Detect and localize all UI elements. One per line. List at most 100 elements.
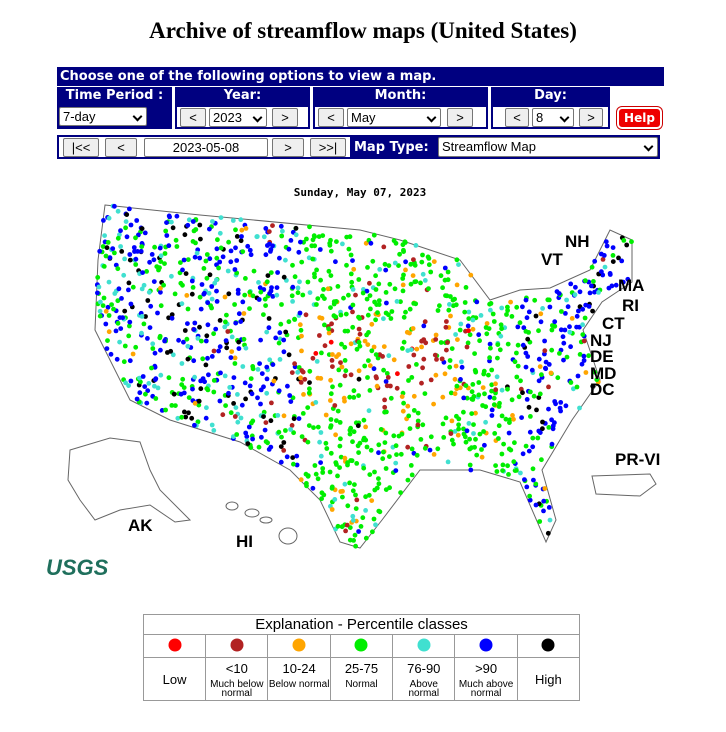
day-prev-button[interactable]: <: [505, 108, 529, 127]
gauge-dot: [438, 273, 444, 279]
gauge-dot: [426, 286, 431, 291]
gauge-dot: [331, 299, 337, 304]
last-button[interactable]: >>|: [310, 138, 346, 157]
gauge-dot: [302, 376, 308, 382]
prev-button[interactable]: <: [105, 138, 137, 157]
gauge-dot: [133, 256, 139, 262]
legend-label: 25-75: [344, 661, 379, 676]
gauge-dot: [587, 290, 593, 296]
month-next-button[interactable]: >: [447, 108, 473, 127]
gauge-dot: [496, 404, 502, 409]
gauge-dot: [319, 490, 325, 496]
year-prev-button[interactable]: <: [180, 108, 206, 127]
gauge-dot: [205, 322, 211, 328]
gauge-dot: [586, 353, 591, 359]
gauge-dot: [478, 313, 484, 318]
gauge-dot: [473, 369, 479, 374]
gauge-dot: [337, 465, 342, 470]
gauge-dot: [344, 522, 350, 528]
month-select[interactable]: May: [347, 108, 441, 127]
gauge-dot: [499, 387, 505, 393]
gauge-dot: [257, 285, 263, 291]
gauge-dot: [198, 306, 204, 312]
gauge-dot: [216, 265, 222, 271]
gauge-dot: [238, 319, 244, 324]
gauge-dot: [476, 380, 482, 385]
gauge-dot: [583, 302, 589, 308]
gauge-dot: [186, 217, 192, 223]
map-type-cell: Map Type: Streamflow Map: [352, 135, 660, 159]
first-button[interactable]: |<<: [63, 138, 99, 157]
gauge-dot: [330, 384, 335, 390]
gauge-dot: [505, 308, 510, 313]
gauge-dot: [214, 299, 220, 304]
day-next-button[interactable]: >: [579, 108, 603, 127]
gauge-dot: [539, 457, 544, 463]
gauge-dot: [452, 296, 457, 302]
gauge-dot: [394, 452, 399, 457]
gauge-dot: [356, 376, 362, 382]
gauge-dot: [235, 392, 240, 397]
year-select[interactable]: 2023: [209, 108, 267, 127]
month-prev-button[interactable]: <: [318, 108, 344, 127]
gauge-dot: [527, 429, 533, 435]
gauge-dot: [405, 477, 411, 483]
gauge-dot: [449, 418, 455, 424]
gauge-dot: [202, 379, 208, 385]
gauge-dot: [407, 426, 413, 431]
gauge-dot: [186, 395, 192, 400]
gauge-dot: [542, 338, 547, 344]
gauge-dot: [294, 453, 300, 459]
gauge-dot: [415, 422, 421, 428]
next-button[interactable]: >: [272, 138, 304, 157]
gauge-dot: [590, 383, 596, 389]
gauge-dot: [286, 319, 292, 325]
help-button[interactable]: Help: [617, 107, 662, 129]
gauge-dot: [411, 352, 417, 358]
gauge-dot: [525, 354, 531, 359]
gauge-dot: [344, 234, 350, 240]
gauge-dot: [382, 404, 388, 410]
gauge-dot: [345, 503, 351, 509]
gauge-dot: [487, 301, 492, 307]
gauge-dot: [381, 244, 387, 250]
gauge-dot: [351, 266, 357, 272]
gauge-dot: [520, 342, 526, 348]
year-next-button[interactable]: >: [272, 108, 298, 127]
gauge-dot: [530, 466, 536, 472]
gauge-dot: [374, 383, 380, 389]
gauge-dot: [483, 419, 488, 425]
gauge-dot: [298, 375, 303, 381]
gauge-dot: [487, 341, 493, 347]
gauge-dot: [232, 267, 238, 272]
gauge-dot: [231, 375, 237, 380]
gauge-dot: [530, 444, 536, 450]
gauge-dot: [315, 424, 321, 430]
gauge-dot: [205, 355, 210, 361]
day-select[interactable]: 8: [532, 108, 574, 127]
gauge-dot: [363, 535, 369, 541]
legend-dot: [417, 638, 431, 651]
gauge-dot: [227, 385, 233, 390]
gauge-dot: [153, 396, 159, 401]
gauge-dot: [266, 325, 272, 331]
gauge-dot: [142, 384, 148, 389]
gauge-dot: [248, 376, 254, 381]
gauge-dot: [340, 241, 345, 247]
time-period-select[interactable]: 7-day: [59, 107, 147, 126]
gauge-dot: [369, 348, 375, 354]
legend-label-cell: Low: [142, 657, 207, 701]
gauge-dot: [245, 441, 251, 446]
gauge-dot: [167, 214, 173, 220]
gauge-dot: [599, 269, 604, 275]
date-field[interactable]: 2023-05-08: [144, 138, 268, 157]
month-cell: Month: < May >: [313, 87, 488, 129]
gauge-dot: [166, 315, 172, 321]
gauge-dot: [168, 348, 174, 354]
gauge-dot: [295, 369, 301, 375]
map-type-select[interactable]: Streamflow Map: [438, 137, 658, 157]
gauge-dot: [537, 391, 543, 397]
gauge-dot: [456, 262, 461, 267]
gauge-dot: [174, 213, 180, 219]
gauge-dot: [346, 246, 352, 252]
